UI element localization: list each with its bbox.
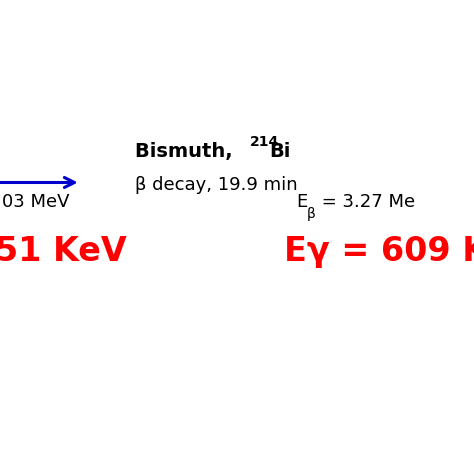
Text: E: E xyxy=(296,193,308,211)
Text: 51 KeV: 51 KeV xyxy=(0,235,127,268)
Text: = 3.27 Me: = 3.27 Me xyxy=(316,193,415,211)
Text: 03 MeV: 03 MeV xyxy=(2,193,70,211)
Text: β decay, 19.9 min: β decay, 19.9 min xyxy=(135,176,298,194)
Text: β: β xyxy=(307,207,315,221)
Text: Eγ = 609 K: Eγ = 609 K xyxy=(284,235,474,268)
Text: Bismuth,: Bismuth, xyxy=(135,142,239,161)
Text: 214: 214 xyxy=(250,135,279,149)
Text: Bi: Bi xyxy=(269,142,290,161)
